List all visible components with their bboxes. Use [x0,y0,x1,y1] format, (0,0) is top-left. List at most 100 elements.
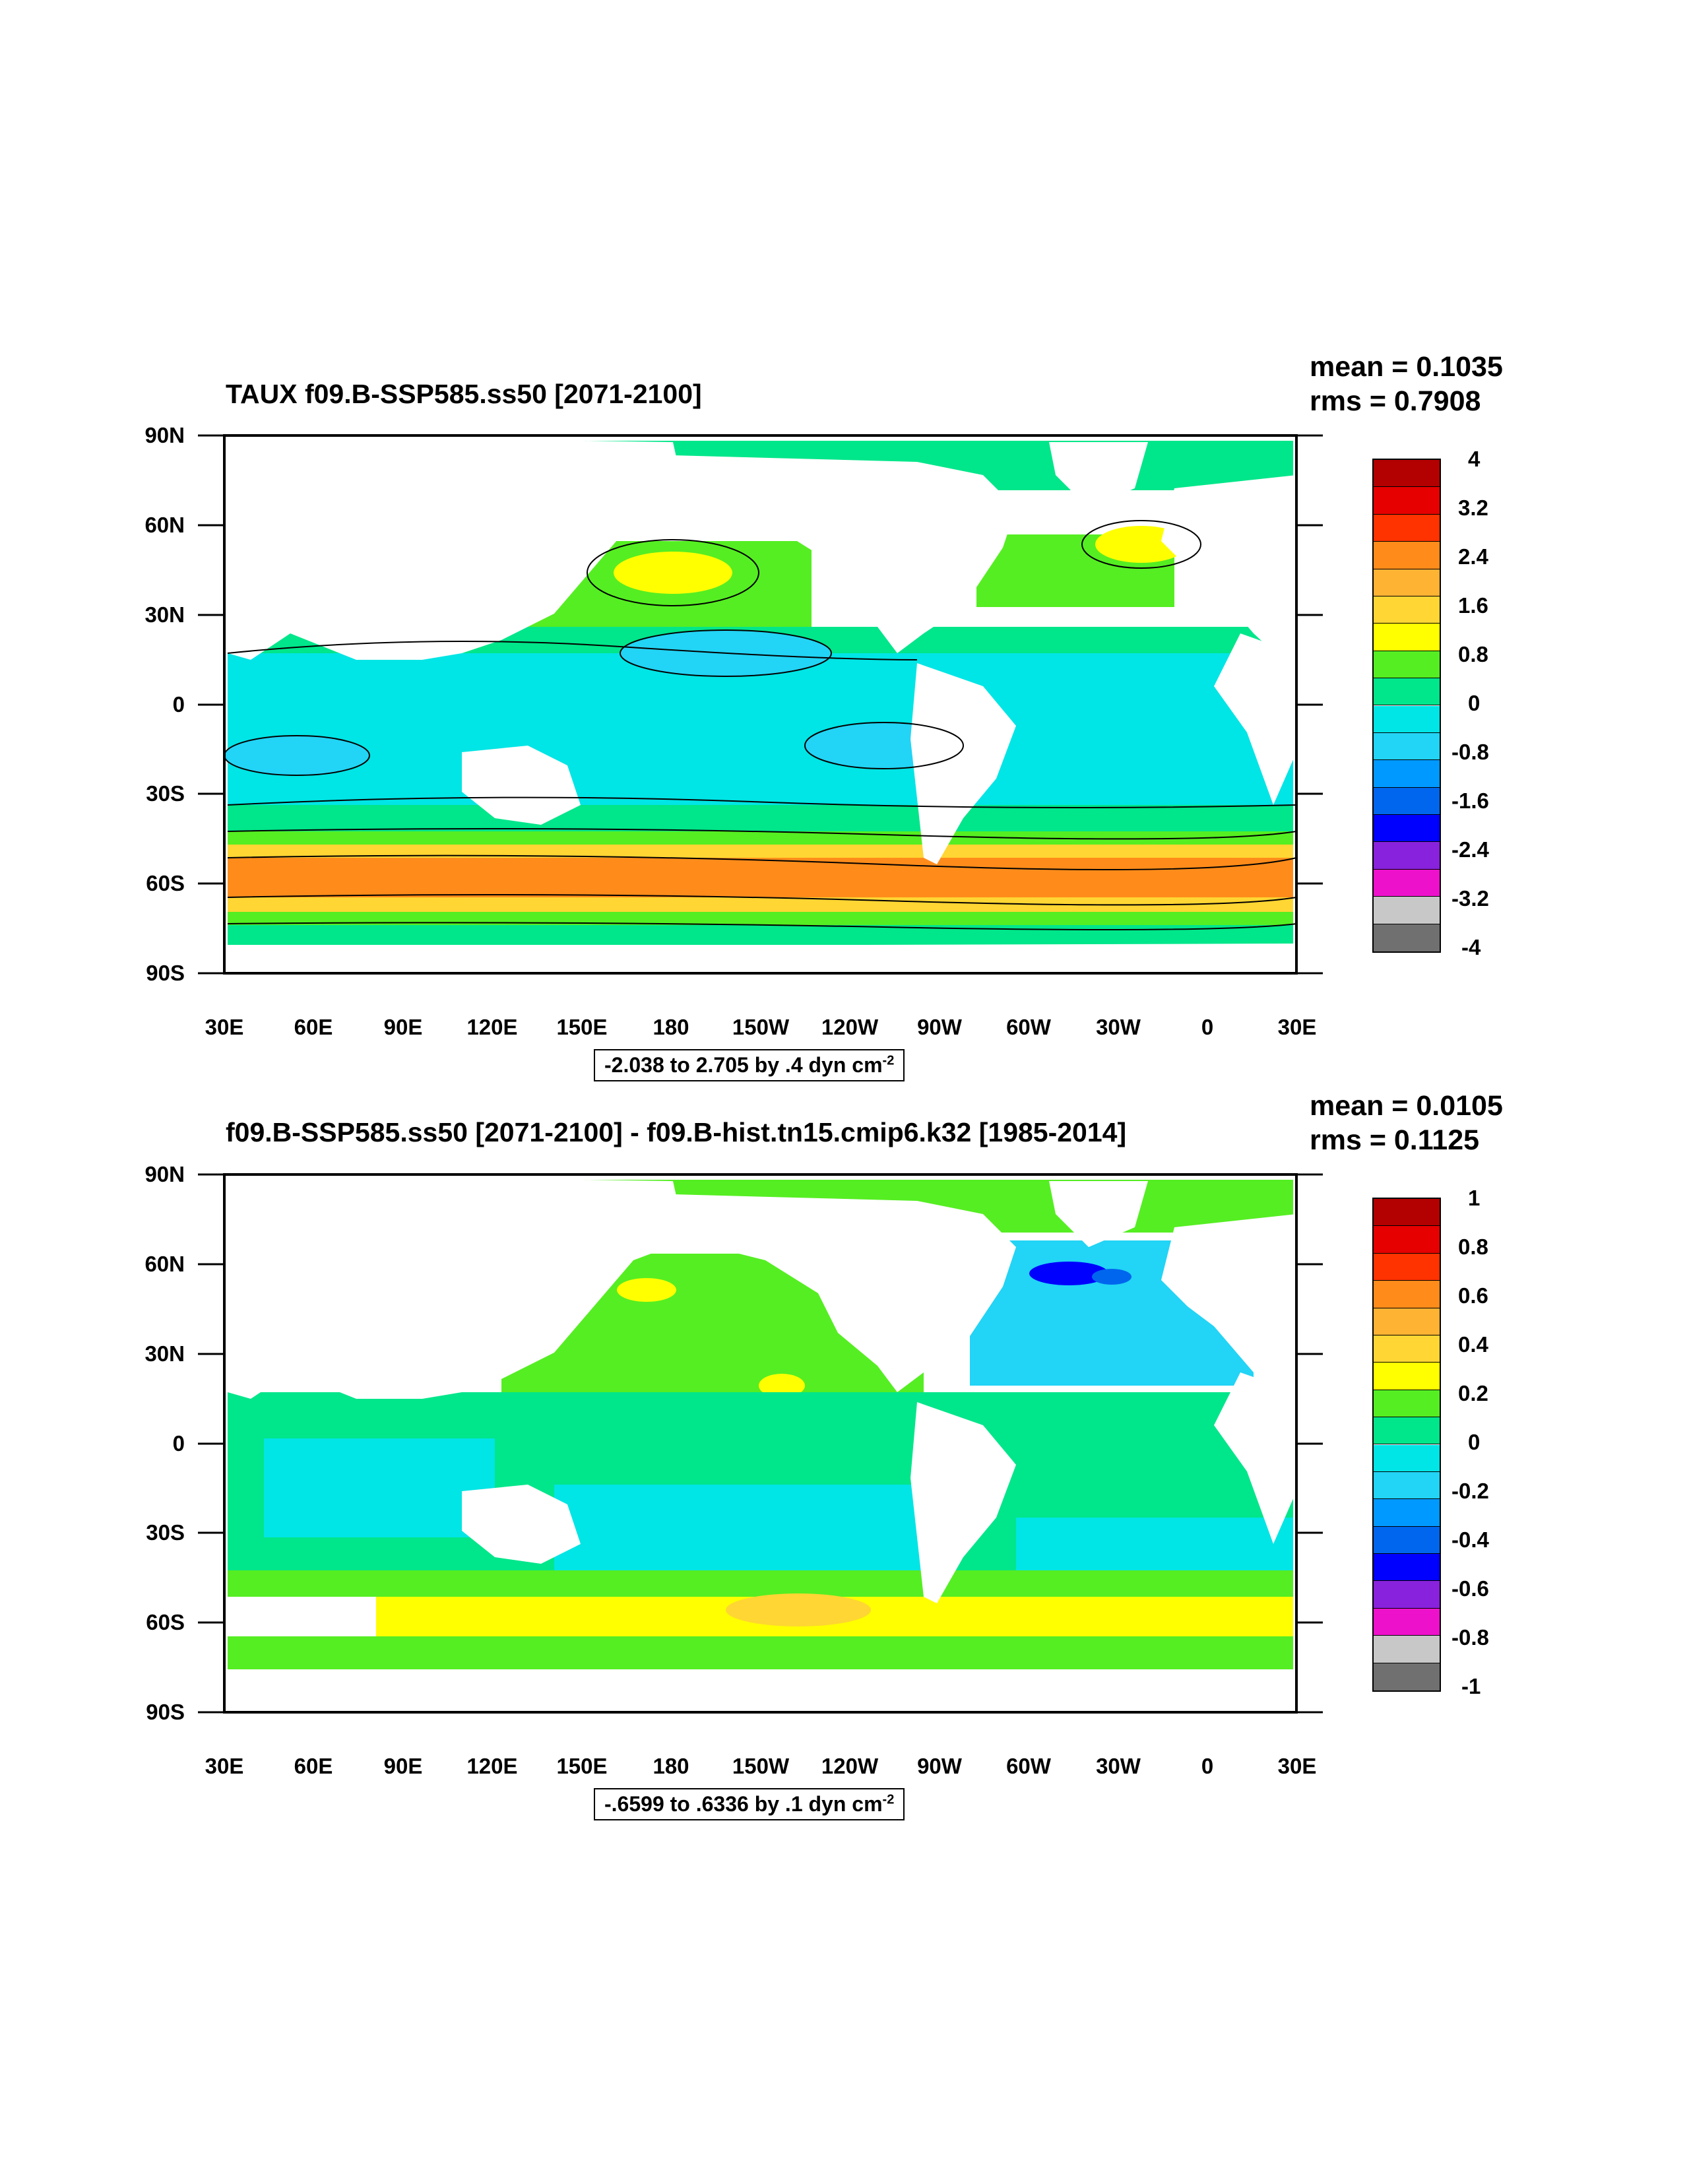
panel-2-lat-label-eq: 0 [172,1431,185,1456]
land-greenland [1049,1181,1148,1247]
panel-1-colorbar-label: -4 [1461,935,1481,959]
panel-2-lon-label: 150E [556,1754,608,1778]
panel-1-title: TAUX f09.B-SSP585.ss50 [2071-2100] [226,379,702,409]
land-australia [462,1485,581,1564]
panel-2-colorbar-label: 1 [1468,1186,1481,1210]
band-south-green-2 [228,912,1293,926]
panel-2-contour-info: -.6599 to .6336 by .1 dyn cm-2 [594,1788,905,1820]
panel-1-colorbar-label: 3.2 [1458,496,1488,520]
anom-south-green [228,1570,1293,1597]
panel-2-contour-info-exp: -2 [882,1792,895,1807]
panel-2-lon-label: 90E [383,1754,423,1778]
panel-1-lat-label-eq: 0 [172,692,185,717]
panel-1-lon-label: 120W [821,1015,879,1039]
colorbar-swatch [1374,624,1440,651]
panel-2-colorbar-label: -0.8 [1451,1625,1489,1650]
panel-2-lon-label: 60E [294,1754,333,1778]
axis-ticks [198,1173,1323,1714]
anom-labrador-min-2 [1092,1269,1131,1285]
panel-1-lat-label-30n: 30N [144,602,185,627]
panel-1-colorbar-label: -2.4 [1451,837,1489,862]
colorbar-swatch [1374,1526,1440,1555]
colorbar-swatch [1374,1390,1440,1418]
panel-2-lon-label: 30E [1277,1754,1317,1778]
panel-2-lat-label-30s: 30S [146,1520,185,1545]
panel-2-lon-label: 150W [732,1754,790,1778]
colorbar-swatch [1374,514,1440,542]
land-eurasia [1161,1214,1296,1412]
colorbar-swatch [1374,596,1440,624]
colorbar-swatch [1374,1554,1440,1582]
colorbar-swatch [1374,1308,1440,1335]
land-africa [1214,1372,1296,1544]
panel-1-colorbar-label: 1.6 [1458,593,1488,618]
land-south-america [910,1402,1016,1603]
colorbar-swatch [1374,1636,1440,1663]
panel-1-rms: rms = 0.7908 [1310,385,1481,417]
panel-2-lon-label: 120E [466,1754,518,1778]
panel-1-lon-label: 120E [466,1015,518,1039]
panel-1-lon-label: 30W [1096,1015,1141,1039]
panel-1-lon-label: 180 [653,1015,689,1039]
panel-2-colorbar [1372,1198,1441,1692]
trade-core-indian [224,736,369,775]
anom-southern-ocean-max [726,1593,871,1626]
panel-1-lon-label: 150E [556,1015,608,1039]
colorbar-swatch [1374,897,1440,924]
jet-north-pacific [614,552,732,594]
panel-1-lat-label-60s: 60S [146,871,185,895]
panel-2-rms: rms = 0.1125 [1310,1124,1480,1156]
land-south-america [910,663,1016,864]
panel-2-colorbar-label: -0.6 [1451,1576,1489,1601]
land-north-america [673,455,1016,653]
panel-2-lon-label: 180 [653,1754,689,1778]
panel-1-colorbar-label: -3.2 [1451,886,1489,911]
colorbar-swatch [1374,787,1440,816]
panel-2-lon-label: 60W [1006,1754,1051,1778]
colorbar-swatch [1374,460,1440,488]
colorbar-swatch [1374,569,1440,596]
panel-2-colorbar-label: 0.4 [1458,1332,1488,1357]
colorbar-swatch [1374,1281,1440,1308]
axis-ticks [198,434,1323,975]
panel-2-lat-label-60s: 60S [146,1610,185,1634]
panel-1-lat-label-30s: 30S [146,781,185,806]
panel-2-lon-label: 30W [1096,1754,1141,1778]
land-asia [228,435,686,660]
land-antarctica [224,944,1296,973]
colorbar-swatch [1374,869,1440,897]
colorbar-swatch [1374,842,1440,870]
colorbar-swatch [1374,705,1440,733]
panel-2-map [198,1173,1323,1714]
anom-labrador-min [1029,1262,1108,1285]
colorbar-swatch [1374,1226,1440,1254]
band-southern-ocean-jet [228,858,1293,897]
panel-1-colorbar-label: -0.8 [1451,740,1489,764]
panel-1-lon-label: 30E [1277,1015,1317,1039]
panel-2-lat-label-60n: 60N [144,1252,185,1276]
land-north-america [673,1194,1016,1392]
panel-2-colorbar-label: 0.6 [1458,1283,1488,1308]
panel-1-colorbar-label: -1.6 [1451,788,1489,813]
panel-2-lat-label-90n: 90N [144,1162,185,1186]
panel-1-colorbar [1372,459,1441,953]
colorbar-swatch [1374,542,1440,569]
colorbar-swatch [1374,1608,1440,1636]
panel-2-lon-label: 90W [917,1754,962,1778]
panel-2-lat-label-90s: 90S [146,1700,185,1724]
panel-1-colorbar-label: 0.8 [1458,642,1488,666]
band-south-yellow-2 [228,897,1293,914]
panel-1-lat-label-90s: 90S [146,961,185,985]
land-antarctica [224,1679,1296,1712]
panel-1-lon-label: 150W [732,1015,790,1039]
colorbar-swatch [1374,732,1440,761]
anom-antarctic-green [228,1636,1293,1669]
panel-1-colorbar-label: 0 [1468,691,1481,715]
panel-2-colorbar-label: -0.4 [1451,1527,1489,1552]
panel-1-map [198,434,1323,975]
colorbar-swatch [1374,651,1440,679]
band-antarctic [228,925,1293,945]
panel-1-lon-label: 60W [1006,1015,1051,1039]
panel-2-lat-label-30n: 30N [144,1341,185,1366]
panel-1-lat-label-60n: 60N [144,513,185,537]
